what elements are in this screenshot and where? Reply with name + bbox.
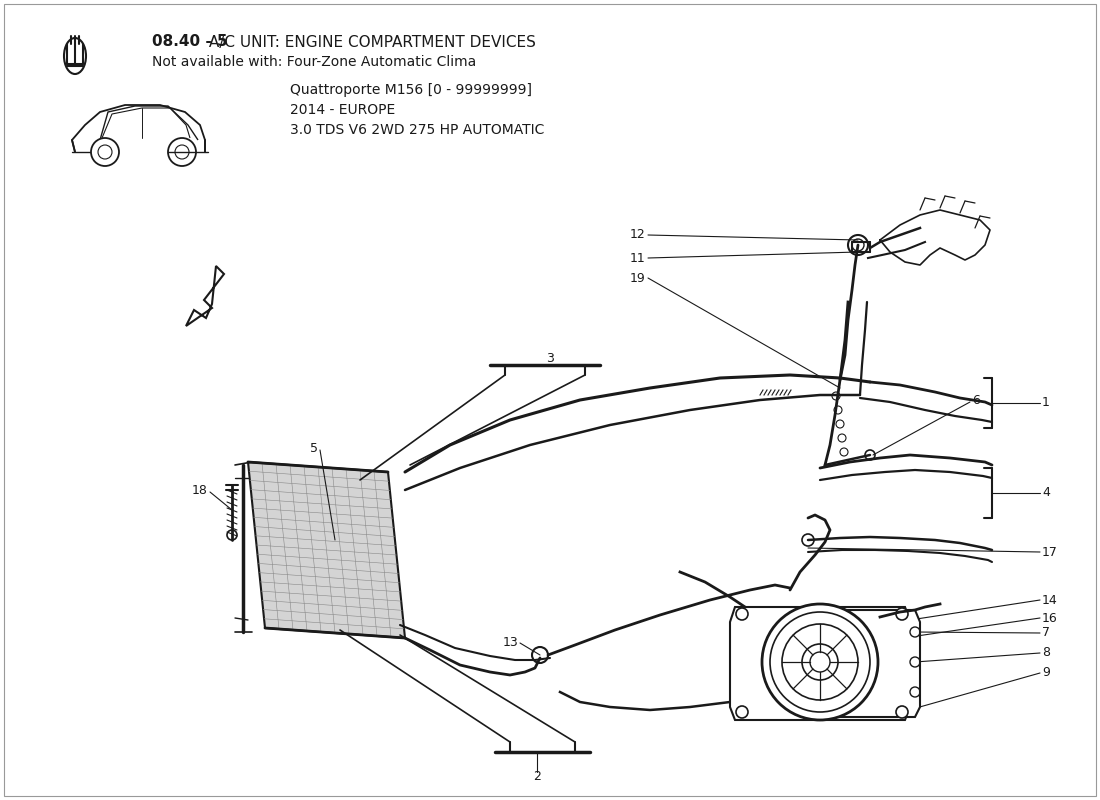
Text: 18: 18 xyxy=(192,483,208,497)
Text: 17: 17 xyxy=(1042,546,1058,558)
Text: 2014 - EUROPE: 2014 - EUROPE xyxy=(290,103,395,117)
Text: 3.0 TDS V6 2WD 275 HP AUTOMATIC: 3.0 TDS V6 2WD 275 HP AUTOMATIC xyxy=(290,123,544,137)
Text: 6: 6 xyxy=(972,394,980,406)
Text: 4: 4 xyxy=(1042,486,1049,499)
Text: 16: 16 xyxy=(1042,611,1058,625)
Text: 08.40 - 5: 08.40 - 5 xyxy=(152,34,228,50)
Polygon shape xyxy=(730,607,910,720)
Circle shape xyxy=(91,138,119,166)
Polygon shape xyxy=(840,610,920,717)
Circle shape xyxy=(802,534,814,546)
Text: 3: 3 xyxy=(546,351,554,365)
Circle shape xyxy=(848,235,868,255)
Text: 11: 11 xyxy=(629,251,645,265)
Polygon shape xyxy=(186,266,224,326)
Text: 1: 1 xyxy=(1042,397,1049,410)
Circle shape xyxy=(762,604,878,720)
Text: Quattroporte M156 [0 - 99999999]: Quattroporte M156 [0 - 99999999] xyxy=(290,83,532,97)
Text: 9: 9 xyxy=(1042,666,1049,679)
Circle shape xyxy=(865,450,874,460)
Text: 12: 12 xyxy=(629,229,645,242)
Text: 19: 19 xyxy=(629,271,645,285)
Circle shape xyxy=(532,647,548,663)
Circle shape xyxy=(782,624,858,700)
Text: 14: 14 xyxy=(1042,594,1058,606)
Circle shape xyxy=(736,608,748,620)
Text: 7: 7 xyxy=(1042,626,1050,639)
Text: A/C UNIT: ENGINE COMPARTMENT DEVICES: A/C UNIT: ENGINE COMPARTMENT DEVICES xyxy=(204,34,536,50)
Text: 2: 2 xyxy=(534,770,541,782)
Circle shape xyxy=(896,608,907,620)
Text: 5: 5 xyxy=(310,442,318,454)
Text: 8: 8 xyxy=(1042,646,1050,659)
Circle shape xyxy=(896,706,907,718)
Text: Not available with: Four-Zone Automatic Clima: Not available with: Four-Zone Automatic … xyxy=(152,55,476,69)
Polygon shape xyxy=(248,462,405,638)
Circle shape xyxy=(736,706,748,718)
Text: 13: 13 xyxy=(503,637,518,650)
Circle shape xyxy=(802,644,838,680)
Circle shape xyxy=(168,138,196,166)
